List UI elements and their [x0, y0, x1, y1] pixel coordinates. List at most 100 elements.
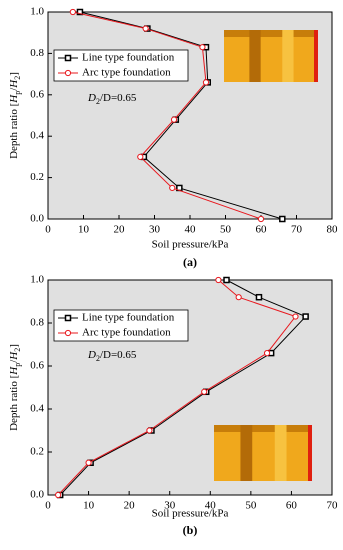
inset-band	[214, 425, 312, 432]
y-tick-label: 1.0	[30, 6, 44, 18]
inset-band	[282, 30, 294, 82]
annotation-part: D	[87, 349, 96, 361]
inset-band	[224, 30, 318, 37]
x-tick-label: 20	[124, 500, 136, 512]
y-axis-label-part: p	[13, 363, 22, 367]
x-tick-label: 0	[45, 500, 51, 512]
annotation-part: D	[87, 92, 96, 104]
y-tick-label: 0.8	[30, 317, 44, 329]
legend-box	[53, 309, 189, 342]
y-tick-label: 0.2	[30, 171, 44, 183]
marker	[146, 427, 153, 434]
inset	[224, 30, 318, 82]
inset-band	[240, 425, 253, 481]
inset-band	[308, 425, 312, 481]
y-axis-label-part: H	[8, 94, 20, 104]
y-tick-label: 0.2	[30, 446, 44, 458]
legend-label: Arc type foundation	[82, 327, 171, 339]
x-tick-label: 30	[149, 224, 161, 236]
legend-marker	[64, 69, 72, 77]
y-tick-label: 0.8	[30, 47, 44, 59]
x-tick-label: 30	[164, 500, 176, 512]
annotation-part: 2	[96, 97, 100, 106]
inset-band	[314, 30, 318, 82]
y-axis-label-part: /	[8, 87, 20, 91]
legend-label: Line type foundation	[82, 312, 175, 324]
caption: (b)	[183, 523, 198, 537]
marker	[201, 388, 208, 395]
legend-box	[53, 49, 189, 82]
annotation-part: /D=0.65	[100, 92, 137, 104]
x-tick-label: 10	[78, 224, 90, 236]
y-tick-label: 1.0	[30, 274, 44, 286]
y-tick-label: 0.0	[30, 213, 44, 225]
y-axis-label: Depth ratio [Hp/H2]	[8, 72, 23, 159]
x-tick-label: 70	[291, 224, 303, 236]
y-axis-label-part: H	[8, 366, 20, 376]
marker	[142, 25, 149, 32]
marker	[85, 459, 92, 466]
marker	[137, 153, 144, 160]
y-axis-label-part: H	[8, 351, 20, 361]
series-line	[59, 279, 307, 496]
marker	[55, 491, 62, 499]
y-axis-label-part: 2	[13, 348, 22, 352]
marker	[69, 8, 76, 16]
marker	[235, 294, 242, 301]
annotation-part: /D=0.65	[100, 349, 137, 361]
marker	[279, 215, 286, 223]
x-axis-label: Soil pressure/kPa	[152, 239, 229, 251]
x-tick-label: 70	[327, 500, 339, 512]
series-line	[57, 279, 297, 496]
y-tick-label: 0.6	[30, 88, 44, 100]
x-tick-label: 50	[220, 224, 232, 236]
x-tick-label: 20	[114, 224, 126, 236]
y-tick-label: 0.6	[30, 360, 44, 372]
series-line	[79, 11, 283, 220]
legend-marker	[64, 314, 72, 322]
y-axis-label-part: 2	[13, 76, 22, 80]
x-tick-label: 40	[185, 224, 197, 236]
x-tick-label: 50	[245, 500, 257, 512]
marker	[215, 276, 222, 284]
y-tick-label: 0.0	[30, 489, 44, 501]
y-axis-label: Depth ratio [Hp/H2]	[8, 344, 23, 431]
marker	[302, 313, 309, 320]
y-axis-label-part: Depth ratio [	[8, 374, 20, 431]
caption: (a)	[183, 255, 197, 269]
annotation-part: 2	[96, 354, 100, 363]
annotation: D2/D=0.65	[87, 349, 137, 364]
y-axis-label-part: /	[8, 359, 20, 363]
y-axis-label-part: Depth ratio [	[8, 102, 20, 159]
x-tick-label: 80	[327, 224, 339, 236]
y-axis-label-part: p	[13, 91, 22, 95]
y-axis-label-part: ]	[8, 344, 20, 348]
inset-band	[249, 30, 261, 82]
x-tick-label: 60	[286, 500, 298, 512]
x-tick-label: 40	[205, 500, 217, 512]
marker	[76, 8, 84, 16]
x-tick-label: 10	[83, 500, 95, 512]
marker	[202, 79, 210, 86]
annotation: D2/D=0.65	[87, 92, 137, 107]
y-tick-label: 0.4	[30, 403, 44, 415]
legend-marker	[64, 54, 72, 62]
marker	[263, 350, 271, 357]
inset-band	[274, 425, 287, 481]
x-tick-label: 60	[256, 224, 268, 236]
marker	[292, 313, 299, 320]
marker	[257, 215, 265, 223]
marker	[199, 44, 206, 51]
marker	[169, 184, 176, 192]
marker	[223, 276, 230, 284]
y-tick-label: 0.4	[30, 130, 44, 142]
marker	[170, 116, 178, 123]
series-line	[72, 11, 262, 220]
inset	[214, 425, 312, 481]
x-axis-label: Soil pressure/kPa	[152, 508, 229, 520]
y-axis-label-part: ]	[8, 72, 20, 76]
legend-label: Line type foundation	[82, 52, 175, 64]
x-tick-label: 0	[45, 224, 51, 236]
legend-label: Arc type foundation	[82, 67, 171, 79]
